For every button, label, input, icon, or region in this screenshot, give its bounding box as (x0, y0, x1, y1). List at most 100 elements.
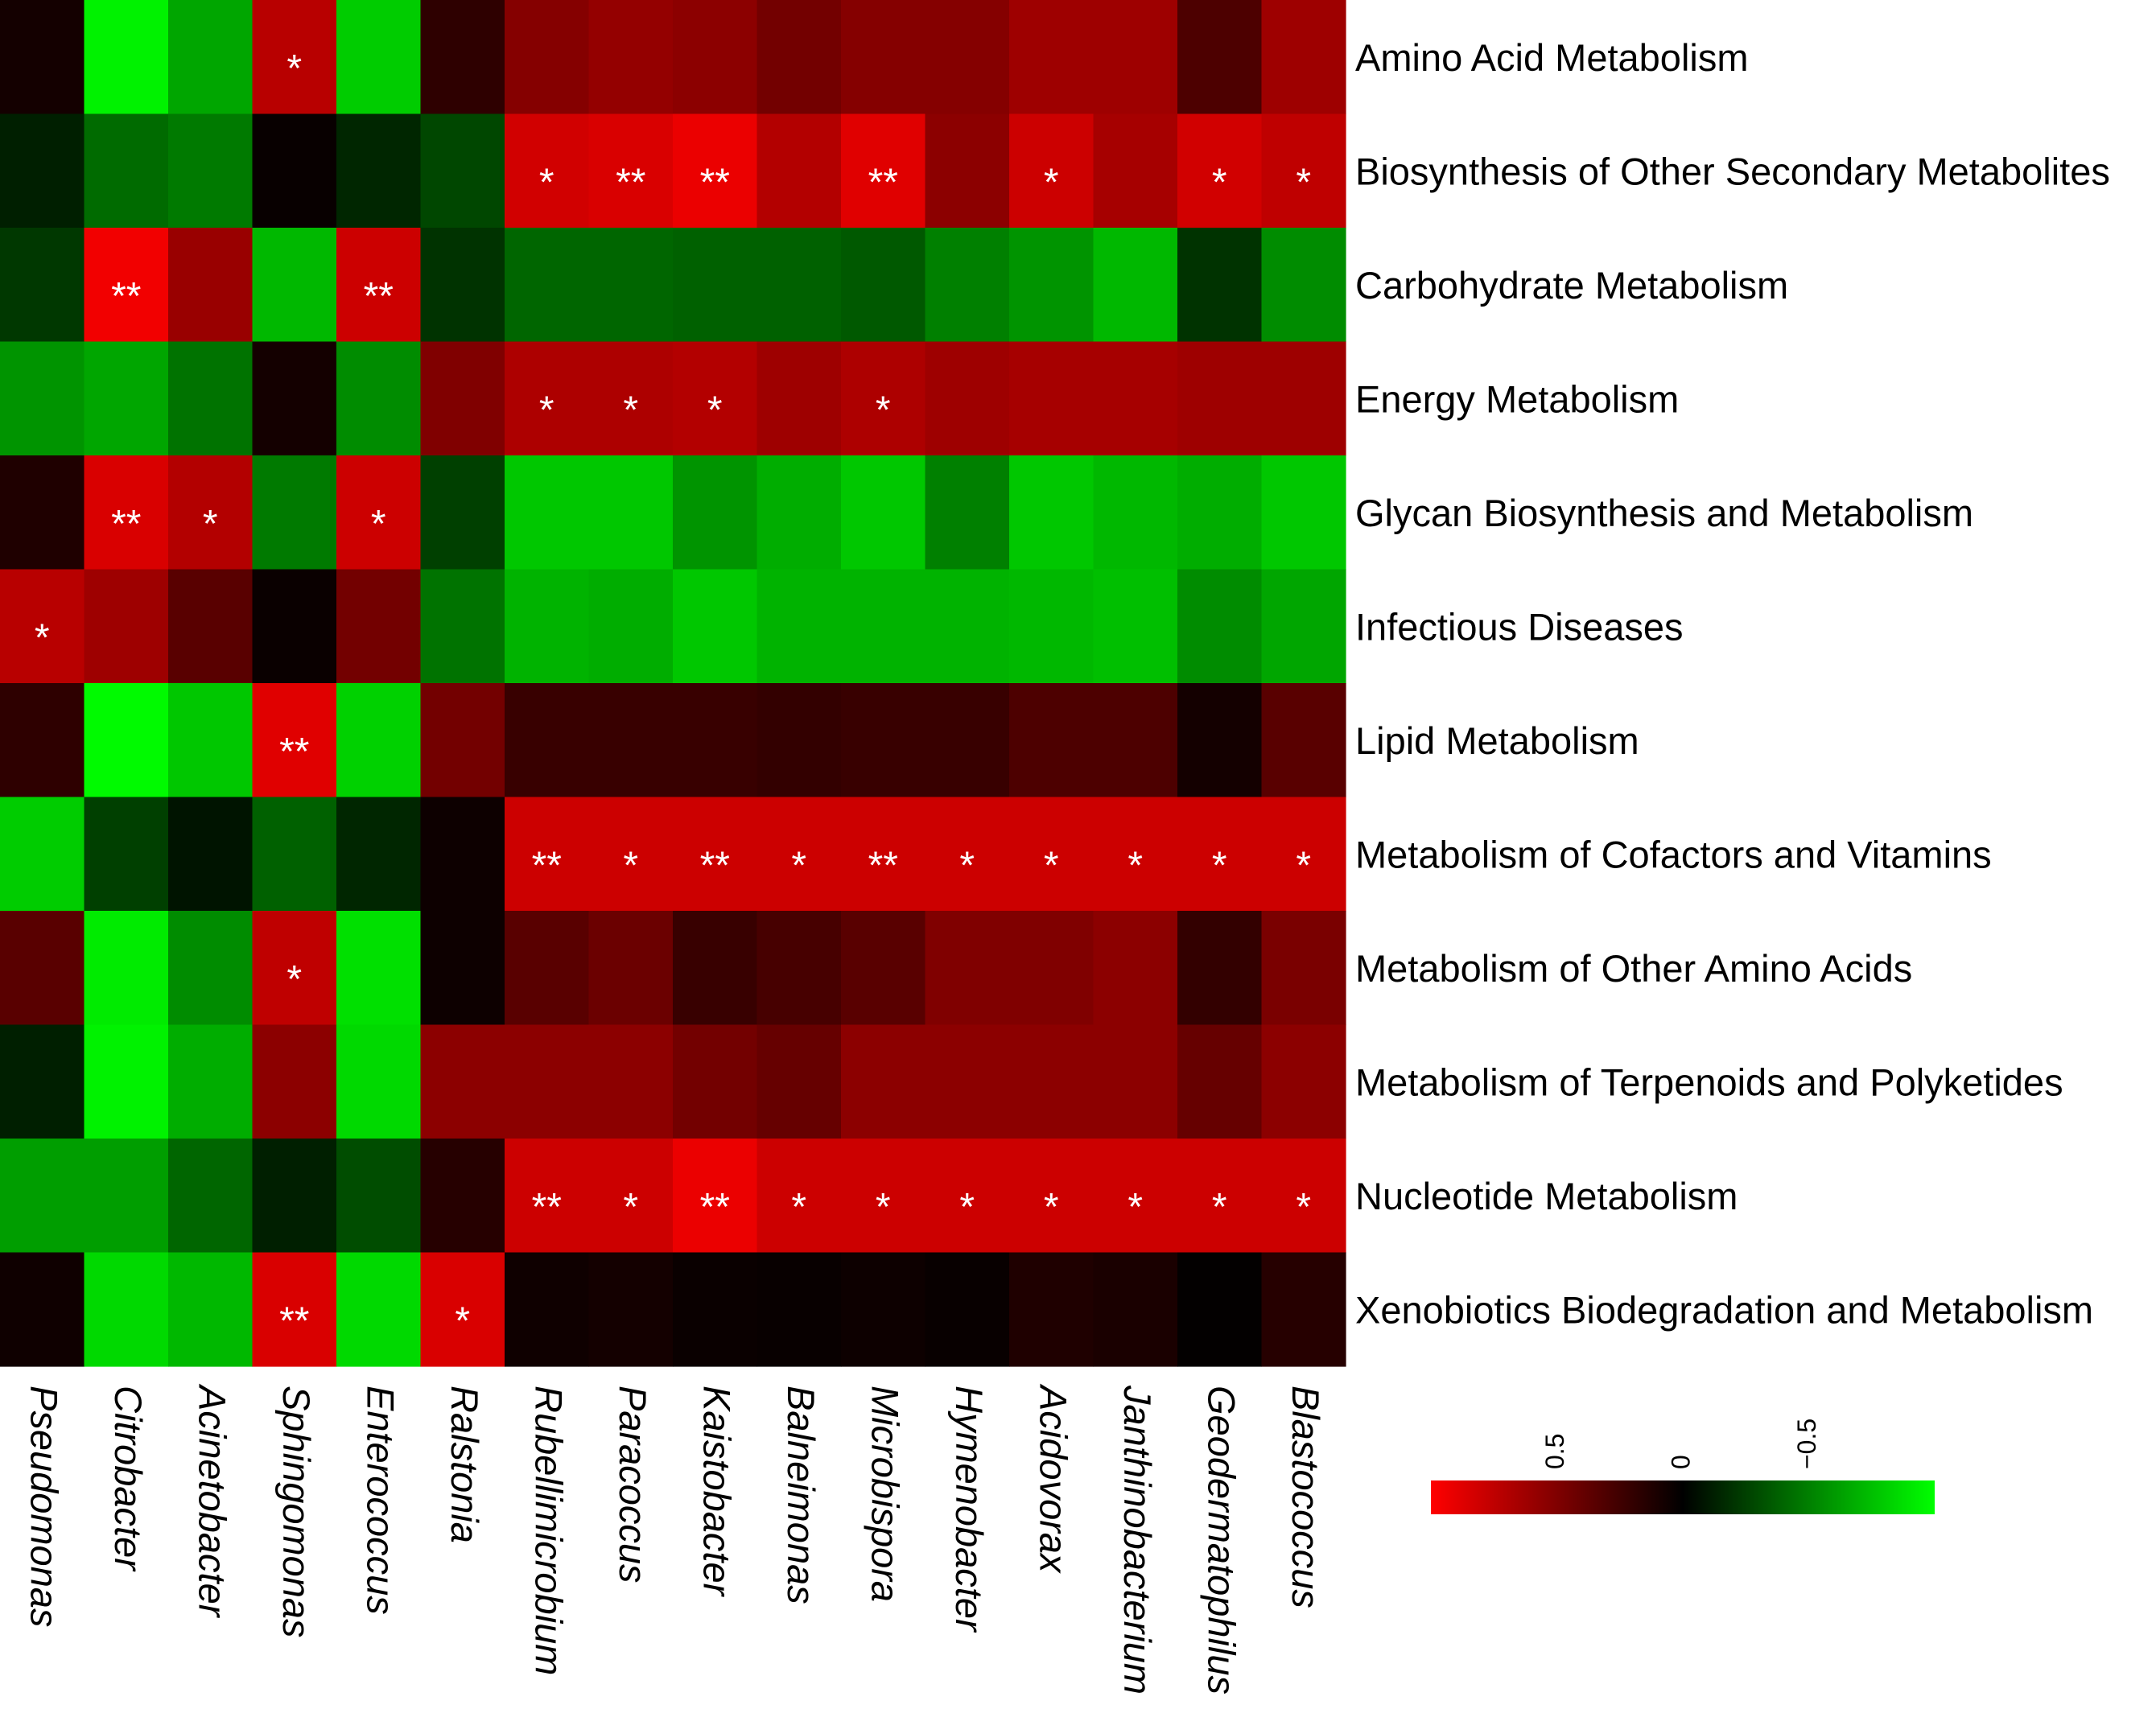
significance-mark: * (539, 389, 554, 431)
heatmap-cell (168, 683, 254, 798)
heatmap-cell (756, 797, 842, 912)
significance-mark: * (287, 47, 302, 90)
heatmap-cell (420, 683, 505, 798)
heatmap-cell (588, 1252, 674, 1367)
heatmap-cell (1093, 1024, 1178, 1139)
significance-mark: ** (111, 275, 141, 318)
heatmap-cell (168, 911, 254, 1026)
heatmap-cell (0, 911, 85, 1026)
heatmap-cell (1009, 569, 1094, 684)
heatmap-cell (756, 455, 842, 570)
heatmap-cell (588, 569, 674, 684)
heatmap-cell (841, 1024, 926, 1139)
column-label: Microbispora (864, 1386, 906, 1602)
heatmap-cell (84, 911, 169, 1026)
heatmap-cell (420, 228, 505, 343)
heatmap-cell (252, 0, 337, 115)
significance-mark: * (203, 503, 218, 546)
heatmap-cell (756, 1024, 842, 1139)
heatmap-cell (168, 1024, 254, 1139)
heatmap-cell (756, 0, 842, 115)
row-label: Xenobiotics Biodegradation and Metabolis… (1355, 1288, 2093, 1331)
heatmap-cell (1009, 455, 1094, 570)
significance-marks: ** ** ** ** * * *** *** * * *** * ****** * ** * ** * * * * **… (35, 47, 1311, 1343)
heatmap-cell (673, 455, 758, 570)
heatmap-cell (336, 113, 422, 229)
significance-mark: ** (532, 1186, 562, 1229)
heatmap-cell (1093, 455, 1178, 570)
colorbar-tick-label: 0 (1666, 1455, 1695, 1469)
significance-mark: ** (111, 503, 141, 546)
significance-mark: * (707, 389, 723, 431)
significance-mark: ** (532, 844, 562, 887)
significance-mark: * (791, 844, 806, 887)
heatmap-cell (841, 569, 926, 684)
column-label: Balneimonas (780, 1386, 822, 1604)
row-label: Carbohydrate Metabolism (1355, 264, 1788, 307)
heatmap-cell (841, 797, 926, 912)
heatmap-cell (252, 1139, 337, 1254)
heatmap-cell (0, 797, 85, 912)
heatmap-cell (925, 0, 1010, 115)
row-labels: Amino Acid Metabolism Biosynthesis of Oth… (1355, 36, 2110, 1332)
heatmap-cell (1093, 1139, 1178, 1254)
row-label: Biosynthesis of Other Secondary Metaboli… (1355, 150, 2110, 192)
heatmap-cell (1177, 683, 1263, 798)
column-label: Ralstonia (443, 1386, 486, 1543)
significance-mark: * (876, 389, 891, 431)
colorbar-legend: 0.5 0 −0.5 (1431, 1419, 1935, 1514)
heatmap-cell (1009, 683, 1094, 798)
heatmap-cell (505, 797, 590, 912)
heatmap-cell (1009, 341, 1094, 456)
heatmap-cell (0, 113, 85, 229)
heatmap-cell (336, 1024, 422, 1139)
heatmap-cell (841, 0, 926, 115)
significance-mark: * (1296, 1186, 1311, 1229)
heatmap-cell (252, 113, 337, 229)
heatmap-cell (925, 1024, 1010, 1139)
significance-mark: * (1044, 844, 1059, 887)
heatmap-cell (1261, 455, 1346, 570)
heatmap-cell (925, 911, 1010, 1026)
heatmap-cell (84, 683, 169, 798)
heatmap-cell (1177, 0, 1263, 115)
heatmap-cell (420, 341, 505, 456)
column-label: Rubellimicrobium (527, 1386, 570, 1675)
heatmap-cell (756, 113, 842, 229)
heatmap-cell (505, 911, 590, 1026)
colorbar-tick-label: 0.5 (1540, 1434, 1569, 1469)
heatmap-cell (0, 683, 85, 798)
heatmap-cell (925, 683, 1010, 798)
heatmap-cell (168, 797, 254, 912)
heatmap-cell (1009, 797, 1094, 912)
heatmap-cell (0, 1252, 85, 1367)
heatmap-cell (1177, 1139, 1263, 1254)
heatmap-cell (168, 1139, 254, 1254)
significance-mark: ** (868, 844, 898, 887)
heatmap-cell (588, 797, 674, 912)
significance-mark: * (623, 1186, 638, 1229)
column-label: Janthinobacterium (1116, 1385, 1159, 1695)
heatmap-cell (1261, 1139, 1346, 1254)
heatmap-cell (673, 1252, 758, 1367)
heatmap-cell (505, 1024, 590, 1139)
heatmap-cell (1093, 341, 1178, 456)
heatmap-cell (1261, 228, 1346, 343)
heatmap-cell (1093, 797, 1178, 912)
heatmap-cell (420, 1252, 505, 1367)
heatmap-cell (1177, 1252, 1263, 1367)
heatmap-cell (588, 683, 674, 798)
heatmap-cell (756, 569, 842, 684)
significance-mark: ** (616, 161, 645, 204)
heatmap-cell (336, 0, 422, 115)
heatmap-cell (420, 455, 505, 570)
heatmap-cell (336, 1139, 422, 1254)
heatmap-cell (505, 683, 590, 798)
heatmap-cell (756, 683, 842, 798)
significance-mark: * (539, 161, 554, 204)
heatmap-cell (0, 0, 85, 115)
heatmap-cell (84, 228, 169, 343)
heatmap-cell (505, 228, 590, 343)
heatmap-cell (841, 113, 926, 229)
